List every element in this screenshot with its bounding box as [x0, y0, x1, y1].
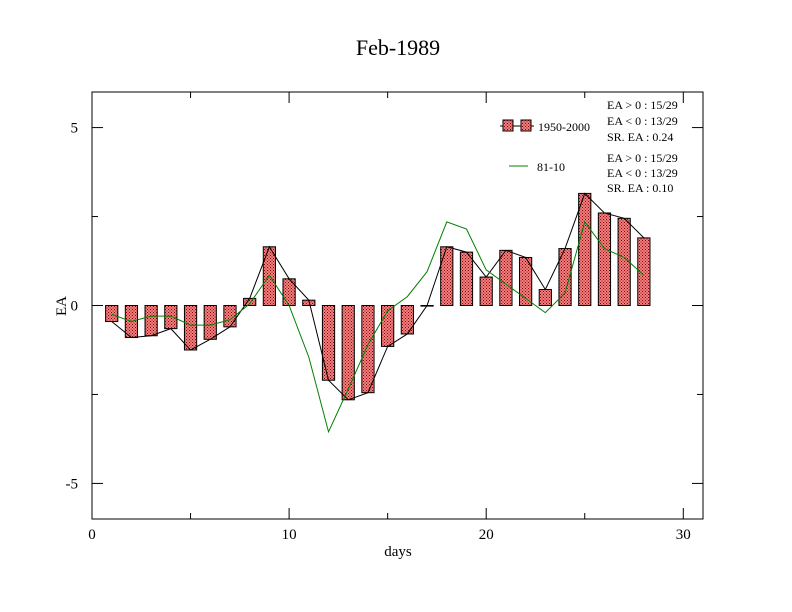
bar-day-4 [164, 305, 178, 330]
stat-2-neg: EA < 0 : 13/29 [607, 166, 678, 180]
bar-day-26 [597, 212, 612, 307]
x-tick-label: 0 [88, 527, 96, 543]
x-tick-label: 30 [676, 527, 691, 543]
bar-day-1 [105, 305, 119, 323]
stat-2-sr: SR. EA : 0.10 [607, 181, 673, 195]
bar-day-5 [183, 305, 198, 351]
bar-day-20 [479, 276, 493, 306]
line-series [111, 192, 645, 434]
bar-series [105, 192, 651, 401]
x-axis-ticks: 0 10 20 30 [88, 92, 691, 543]
legend-label-1950-2000: 1950-2000 [538, 120, 590, 134]
bar-day-16 [400, 305, 414, 335]
bar-day-21 [499, 249, 513, 307]
x-tick-label: 20 [479, 527, 494, 543]
y-tick-label: 0 [71, 299, 79, 315]
bar-day-14 [361, 305, 375, 394]
bar-day-13 [341, 305, 355, 401]
bar-day-12 [321, 305, 336, 381]
chart-title: Feb-1989 [356, 35, 440, 60]
bar-day-18 [440, 246, 454, 307]
bar-day-3 [144, 305, 158, 337]
legend: 1950-2000 81-10 EA > 0 : 15/29 EA < 0 : … [500, 98, 678, 195]
x-tick-label: 10 [282, 527, 297, 543]
line-81-10 [111, 220, 645, 434]
stat-2-pos: EA > 0 : 15/29 [607, 151, 678, 165]
bar-day-25 [578, 192, 592, 307]
x-axis-label: days [384, 544, 412, 560]
stat-1-sr: SR. EA : 0.24 [607, 130, 673, 144]
bar-day-23 [538, 288, 552, 306]
y-axis-label: EA [54, 296, 70, 316]
stat-1-pos: EA > 0 : 15/29 [607, 98, 678, 112]
legend-swatch-left [502, 119, 514, 132]
stat-1-neg: EA < 0 : 13/29 [607, 114, 678, 128]
y-tick-label: -5 [66, 476, 79, 492]
bar-day-6 [203, 305, 217, 340]
legend-label-81-10: 81-10 [537, 160, 565, 174]
line-1950-2000 [111, 192, 645, 401]
y-tick-label: 5 [71, 121, 79, 137]
legend-swatch-right [520, 119, 532, 132]
bar-day-19 [459, 251, 474, 306]
y-axis-ticks: -5 0 5 [66, 121, 703, 492]
